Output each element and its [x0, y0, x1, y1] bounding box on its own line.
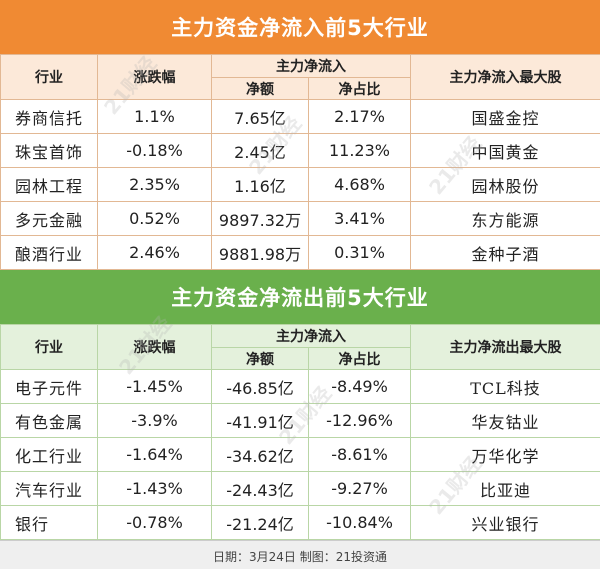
net-ratio-cell: 11.23% [308, 133, 411, 168]
change-cell: 2.35% [97, 167, 212, 202]
table-row: 有色金属 -3.9% -41.91亿 -12.96% 华友钴业 [0, 403, 600, 438]
table-row: 园林工程 2.35% 1.16亿 4.68% 园林股份 [0, 167, 600, 202]
col-header-net-amount: 净额 [211, 77, 309, 100]
col-header-change: 涨跌幅 [97, 54, 212, 100]
top-stock-cell: 国盛金控 [410, 99, 600, 134]
top-stock-cell: 金种子酒 [410, 235, 600, 270]
table-row: 酿酒行业 2.46% 9881.98万 0.31% 金种子酒 [0, 235, 600, 270]
industry-cell: 电子元件 [0, 369, 98, 404]
industry-cell: 汽车行业 [0, 471, 98, 506]
outflow-title: 主力资金净流出前5大行业 [0, 270, 600, 324]
table-row: 券商信托 1.1% 7.65亿 2.17% 国盛金控 [0, 99, 600, 134]
change-cell: -3.9% [97, 403, 212, 438]
inflow-table: 行业 涨跌幅 主力净流入 主力净流入最大股 净额 净占比 券商信托 1.1% 7… [0, 54, 600, 270]
col-header-net-ratio: 净占比 [308, 77, 411, 100]
col-header-net-group: 主力净流入 [211, 324, 411, 348]
col-header-change: 涨跌幅 [97, 324, 212, 370]
col-header-industry: 行业 [0, 54, 98, 100]
net-ratio-cell: -8.61% [308, 437, 411, 472]
top-stock-cell: TCL科技 [410, 369, 600, 404]
net-ratio-cell: -8.49% [308, 369, 411, 404]
industry-cell: 银行 [0, 505, 98, 540]
top-stock-cell: 华友钴业 [410, 403, 600, 438]
table-row: 电子元件 -1.45% -46.85亿 -8.49% TCL科技 [0, 369, 600, 404]
industry-cell: 券商信托 [0, 99, 98, 134]
net-ratio-cell: 3.41% [308, 201, 411, 236]
net-amount-cell: 1.16亿 [211, 167, 309, 202]
table-row: 汽车行业 -1.43% -24.43亿 -9.27% 比亚迪 [0, 471, 600, 506]
net-ratio-cell: 4.68% [308, 167, 411, 202]
top-stock-cell: 万华化学 [410, 437, 600, 472]
net-amount-cell: -24.43亿 [211, 471, 309, 506]
col-header-top-stock: 主力净流出最大股 [410, 324, 600, 370]
table-row: 珠宝首饰 -0.18% 2.45亿 11.23% 中国黄金 [0, 133, 600, 168]
net-amount-cell: -21.24亿 [211, 505, 309, 540]
net-amount-cell: -46.85亿 [211, 369, 309, 404]
net-amount-cell: -34.62亿 [211, 437, 309, 472]
table-row: 银行 -0.78% -21.24亿 -10.84% 兴业银行 [0, 505, 600, 540]
table-row: 多元金融 0.52% 9897.32万 3.41% 东方能源 [0, 201, 600, 236]
top-stock-cell: 兴业银行 [410, 505, 600, 540]
change-cell: -1.43% [97, 471, 212, 506]
industry-cell: 酿酒行业 [0, 235, 98, 270]
net-ratio-cell: -9.27% [308, 471, 411, 506]
net-ratio-cell: -12.96% [308, 403, 411, 438]
top-stock-cell: 园林股份 [410, 167, 600, 202]
industry-cell: 有色金属 [0, 403, 98, 438]
net-amount-cell: 9897.32万 [211, 201, 309, 236]
net-ratio-cell: 2.17% [308, 99, 411, 134]
net-amount-cell: -41.91亿 [211, 403, 309, 438]
top-stock-cell: 比亚迪 [410, 471, 600, 506]
industry-cell: 珠宝首饰 [0, 133, 98, 168]
footer-credit: 日期：3月24日 制图：21投资通 [0, 540, 600, 569]
col-header-net-amount: 净额 [211, 347, 309, 370]
outflow-table: 行业 涨跌幅 主力净流入 主力净流出最大股 净额 净占比 电子元件 -1.45%… [0, 324, 600, 540]
industry-cell: 多元金融 [0, 201, 98, 236]
net-amount-cell: 7.65亿 [211, 99, 309, 134]
net-amount-cell: 9881.98万 [211, 235, 309, 270]
net-amount-cell: 2.45亿 [211, 133, 309, 168]
inflow-title: 主力资金净流入前5大行业 [0, 0, 600, 54]
col-header-net-ratio: 净占比 [308, 347, 411, 370]
industry-cell: 园林工程 [0, 167, 98, 202]
industry-cell: 化工行业 [0, 437, 98, 472]
col-header-net-group: 主力净流入 [211, 54, 411, 78]
change-cell: -0.18% [97, 133, 212, 168]
col-header-industry: 行业 [0, 324, 98, 370]
net-ratio-cell: 0.31% [308, 235, 411, 270]
change-cell: -1.45% [97, 369, 212, 404]
change-cell: -1.64% [97, 437, 212, 472]
change-cell: 0.52% [97, 201, 212, 236]
change-cell: 1.1% [97, 99, 212, 134]
change-cell: -0.78% [97, 505, 212, 540]
change-cell: 2.46% [97, 235, 212, 270]
top-stock-cell: 东方能源 [410, 201, 600, 236]
net-ratio-cell: -10.84% [308, 505, 411, 540]
col-header-top-stock: 主力净流入最大股 [410, 54, 600, 100]
top-stock-cell: 中国黄金 [410, 133, 600, 168]
table-row: 化工行业 -1.64% -34.62亿 -8.61% 万华化学 [0, 437, 600, 472]
